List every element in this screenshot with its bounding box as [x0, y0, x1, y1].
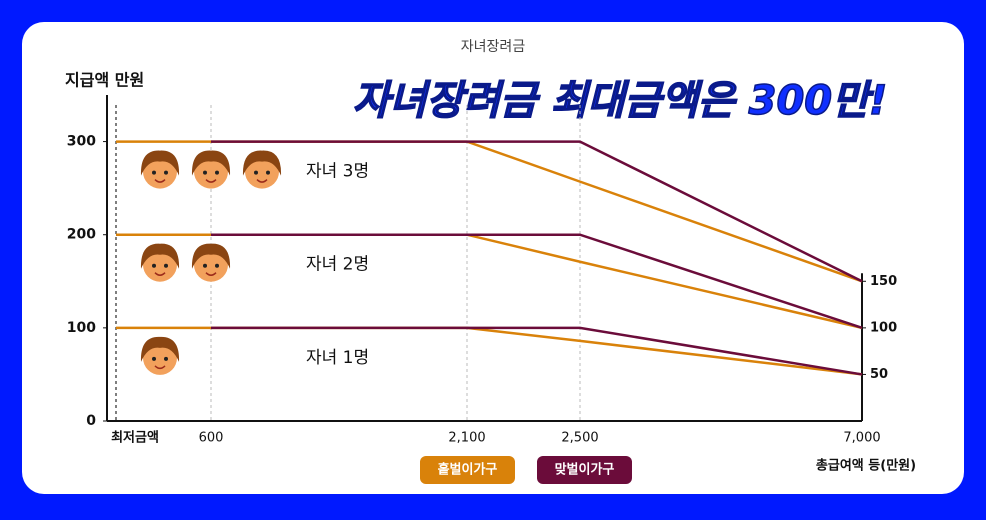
y-tick-label: 300: [67, 134, 96, 150]
face-icon: [242, 150, 282, 189]
eye: [152, 356, 156, 361]
hair: [191, 150, 231, 176]
x-tick-label: 2,100: [448, 431, 485, 446]
mouth: [154, 179, 166, 183]
series-line: [211, 326, 863, 376]
eye: [152, 263, 156, 268]
mouth: [154, 365, 166, 370]
group-label: 자녀 2명: [306, 255, 369, 275]
mouth: [154, 272, 166, 276]
legend-button: [537, 456, 632, 484]
eye: [215, 170, 219, 175]
x-axis-label: 총급여액 등(만원): [816, 458, 916, 474]
headline: 자녀장려금 최대금액은 300만!: [353, 78, 887, 124]
card: [22, 22, 964, 494]
x-tick-label: 최저금액: [111, 431, 159, 446]
series-line: [211, 140, 863, 283]
face: [143, 247, 177, 282]
hair: [140, 336, 180, 362]
y2-tick-label: 50: [870, 367, 888, 382]
face-icon: [140, 150, 180, 189]
x-tick-label: 600: [199, 431, 224, 446]
mouth: [205, 179, 217, 183]
y-tick-label: 100: [67, 320, 96, 336]
face-icon: [140, 243, 180, 282]
hair: [140, 243, 180, 269]
face-icon: [191, 243, 231, 282]
face: [143, 340, 177, 375]
eye: [152, 170, 156, 175]
x-tick-label: 2,500: [561, 431, 598, 446]
mouth: [256, 179, 268, 183]
face-icon: [191, 150, 231, 189]
face: [245, 154, 279, 189]
eye: [164, 170, 168, 175]
legend-label: 맞벌이가구: [555, 462, 615, 478]
x-tick-label: 7,000: [843, 431, 880, 446]
eye: [215, 263, 219, 268]
eye: [203, 170, 207, 175]
eye: [164, 263, 168, 268]
y2-tick-label: 150: [870, 274, 897, 289]
eye: [164, 356, 168, 361]
chart-title: 자녀장려금: [461, 39, 526, 55]
legend-button: [420, 456, 515, 484]
y2-tick-label: 100: [870, 320, 897, 335]
eye: [203, 263, 207, 268]
mouth: [205, 272, 217, 276]
face: [194, 154, 228, 189]
face: [143, 154, 177, 189]
hair: [242, 150, 282, 176]
group-label: 자녀 3명: [306, 162, 369, 182]
hair: [191, 243, 231, 269]
y-tick-label: 0: [86, 413, 96, 429]
y-axis-label: 지급액 만원: [65, 71, 144, 90]
group-label: 자녀 1명: [306, 348, 369, 368]
face: [194, 247, 228, 282]
eye: [254, 170, 258, 175]
eye: [266, 170, 270, 175]
y-tick-label: 200: [67, 227, 96, 243]
face-icon: [140, 336, 180, 375]
series-line: [211, 233, 863, 330]
hair: [140, 150, 180, 176]
legend-label: 홑벌이가구: [438, 462, 498, 478]
